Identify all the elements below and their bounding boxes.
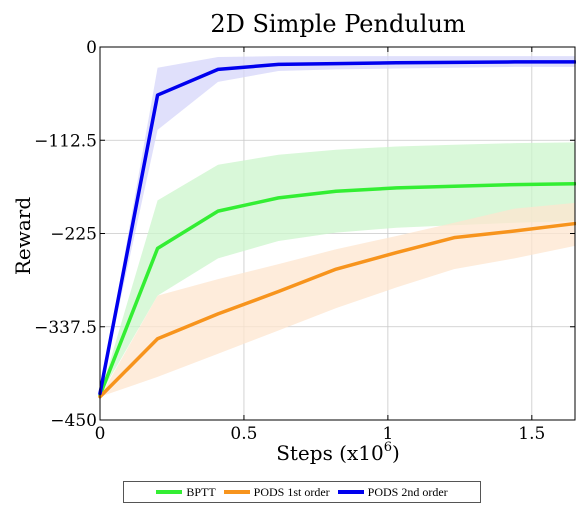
y-tick-label: 0 — [86, 38, 97, 58]
legend-item-pods-2nd-order: PODS 2nd order — [337, 484, 448, 500]
confidence-band-bptt — [100, 142, 575, 396]
confidence-band-pods-1st-order — [100, 202, 575, 397]
x-axis-label-exponent: 6 — [384, 440, 392, 455]
legend-label-bptt: BPTT — [186, 484, 216, 499]
line-layer — [98, 60, 576, 399]
series-line-pods-2nd-order — [98, 60, 576, 396]
chart-title: 2D Simple Pendulum — [210, 10, 466, 38]
x-tick-label: 1.5 — [518, 424, 545, 444]
legend-swatch-bptt — [156, 490, 183, 494]
x-tick-label: 1 — [382, 424, 393, 444]
y-tick-label: −112.5 — [34, 131, 97, 151]
x-tick-label: 0 — [95, 424, 106, 444]
series-line-bptt — [98, 182, 576, 397]
legend-item-pods-1st-order: PODS 1st order — [223, 484, 330, 500]
series-line-pods-1st-order — [98, 221, 576, 399]
x-axis-label-close: ) — [392, 441, 400, 465]
y-tick-label: −225 — [50, 225, 97, 245]
legend-label-pods-2nd-order: PODS 2nd order — [367, 484, 448, 499]
tick-layer: 0 0.5 1 1.5 −450 −337.5 −225 −112.5 0 — [34, 38, 575, 444]
x-axis-label: Steps (x106) — [276, 440, 400, 465]
x-tick-label: 0.5 — [230, 424, 257, 444]
legend-swatch-pods-1st-order — [223, 490, 250, 494]
x-axis-label-base: Steps (x10 — [276, 441, 384, 465]
y-axis-label: Reward — [11, 197, 35, 275]
y-tick-label: −450 — [50, 411, 97, 431]
band-layer — [100, 56, 575, 397]
legend-swatch-pods-2nd-order — [337, 490, 364, 494]
legend: BPTT PODS 1st order PODS 2nd order — [123, 481, 481, 503]
chart: 0 0.5 1 1.5 −450 −337.5 −225 −112.5 0 2D Simple … — [11, 10, 576, 465]
y-tick-label: −337.5 — [34, 318, 97, 338]
legend-label-pods-1st-order: PODS 1st order — [253, 484, 330, 499]
legend-item-bptt: BPTT — [156, 484, 216, 500]
